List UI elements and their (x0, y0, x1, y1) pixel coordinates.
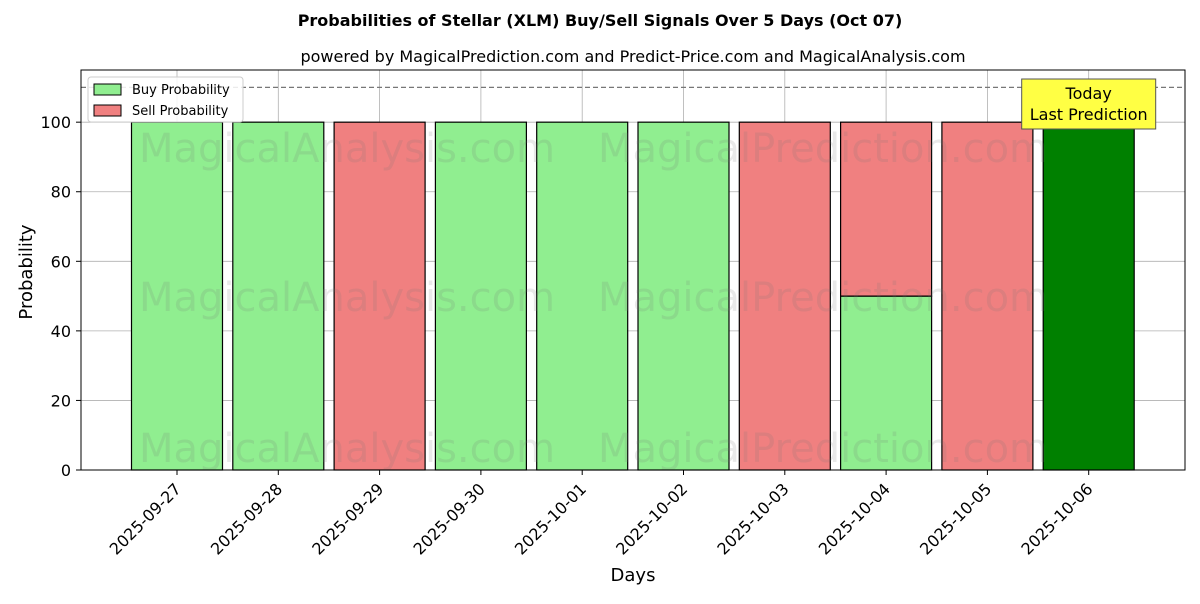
x-tick-label: 2025-09-27 (106, 479, 185, 558)
plot-frame (80, 69, 1186, 471)
bar-buy (1042, 121, 1135, 471)
bar-buy (434, 121, 527, 471)
y-tick-label: 40 (51, 322, 71, 341)
x-tick-label: 2025-10-03 (713, 479, 792, 558)
legend-label: Sell Probability (132, 104, 229, 119)
bar-buy (130, 121, 224, 471)
bar-buy (637, 121, 730, 471)
y-tick-label: 20 (51, 391, 71, 410)
x-tick-label: 2025-10-04 (815, 479, 894, 558)
chart-subtitle: powered by MagicalPrediction.com and Pre… (300, 47, 965, 66)
y-tick-label: 100 (40, 113, 71, 132)
legend-box (87, 76, 244, 123)
chart-title: Probabilities of Stellar (XLM) Buy/Sell … (298, 11, 903, 30)
x-tick-label: 2025-10-02 (612, 479, 691, 558)
bar-buy (536, 121, 629, 471)
watermark-text: MagicalAnalysis.com (139, 275, 555, 321)
watermark-text: MagicalAnalysis.com (139, 126, 555, 172)
x-tick-label: 2025-09-30 (410, 479, 489, 558)
x-tick-label: 2025-10-06 (1017, 479, 1096, 558)
legend-label: Buy Probability (132, 83, 230, 98)
x-axis-label: Days (611, 565, 656, 586)
bar-sell (941, 121, 1034, 471)
annotation-box (1021, 78, 1157, 130)
watermark-text: MagicalAnalysis.com (139, 426, 555, 472)
y-tick-label: 0 (61, 461, 71, 480)
y-tick-label: 80 (51, 183, 71, 202)
legend-swatch (93, 83, 122, 96)
watermark-text: MagicalPrediction.com (598, 275, 1048, 321)
annotation-line2: Last Prediction (1030, 105, 1148, 124)
bar-sell (839, 121, 933, 297)
y-tick-label: 60 (51, 252, 71, 271)
watermark-text: MagicalPrediction.com (598, 426, 1048, 472)
annotation-line1: Today (1065, 84, 1112, 103)
x-tick-label: 2025-10-05 (916, 479, 995, 558)
x-tick-label: 2025-09-29 (308, 479, 387, 558)
x-tick-label: 2025-09-28 (207, 479, 286, 558)
y-axis-label: Probability (16, 224, 37, 319)
watermark-text: MagicalPrediction.com (598, 126, 1048, 172)
legend-swatch (93, 104, 122, 117)
bar-sell (738, 121, 831, 471)
x-tick-label: 2025-10-01 (511, 479, 590, 558)
